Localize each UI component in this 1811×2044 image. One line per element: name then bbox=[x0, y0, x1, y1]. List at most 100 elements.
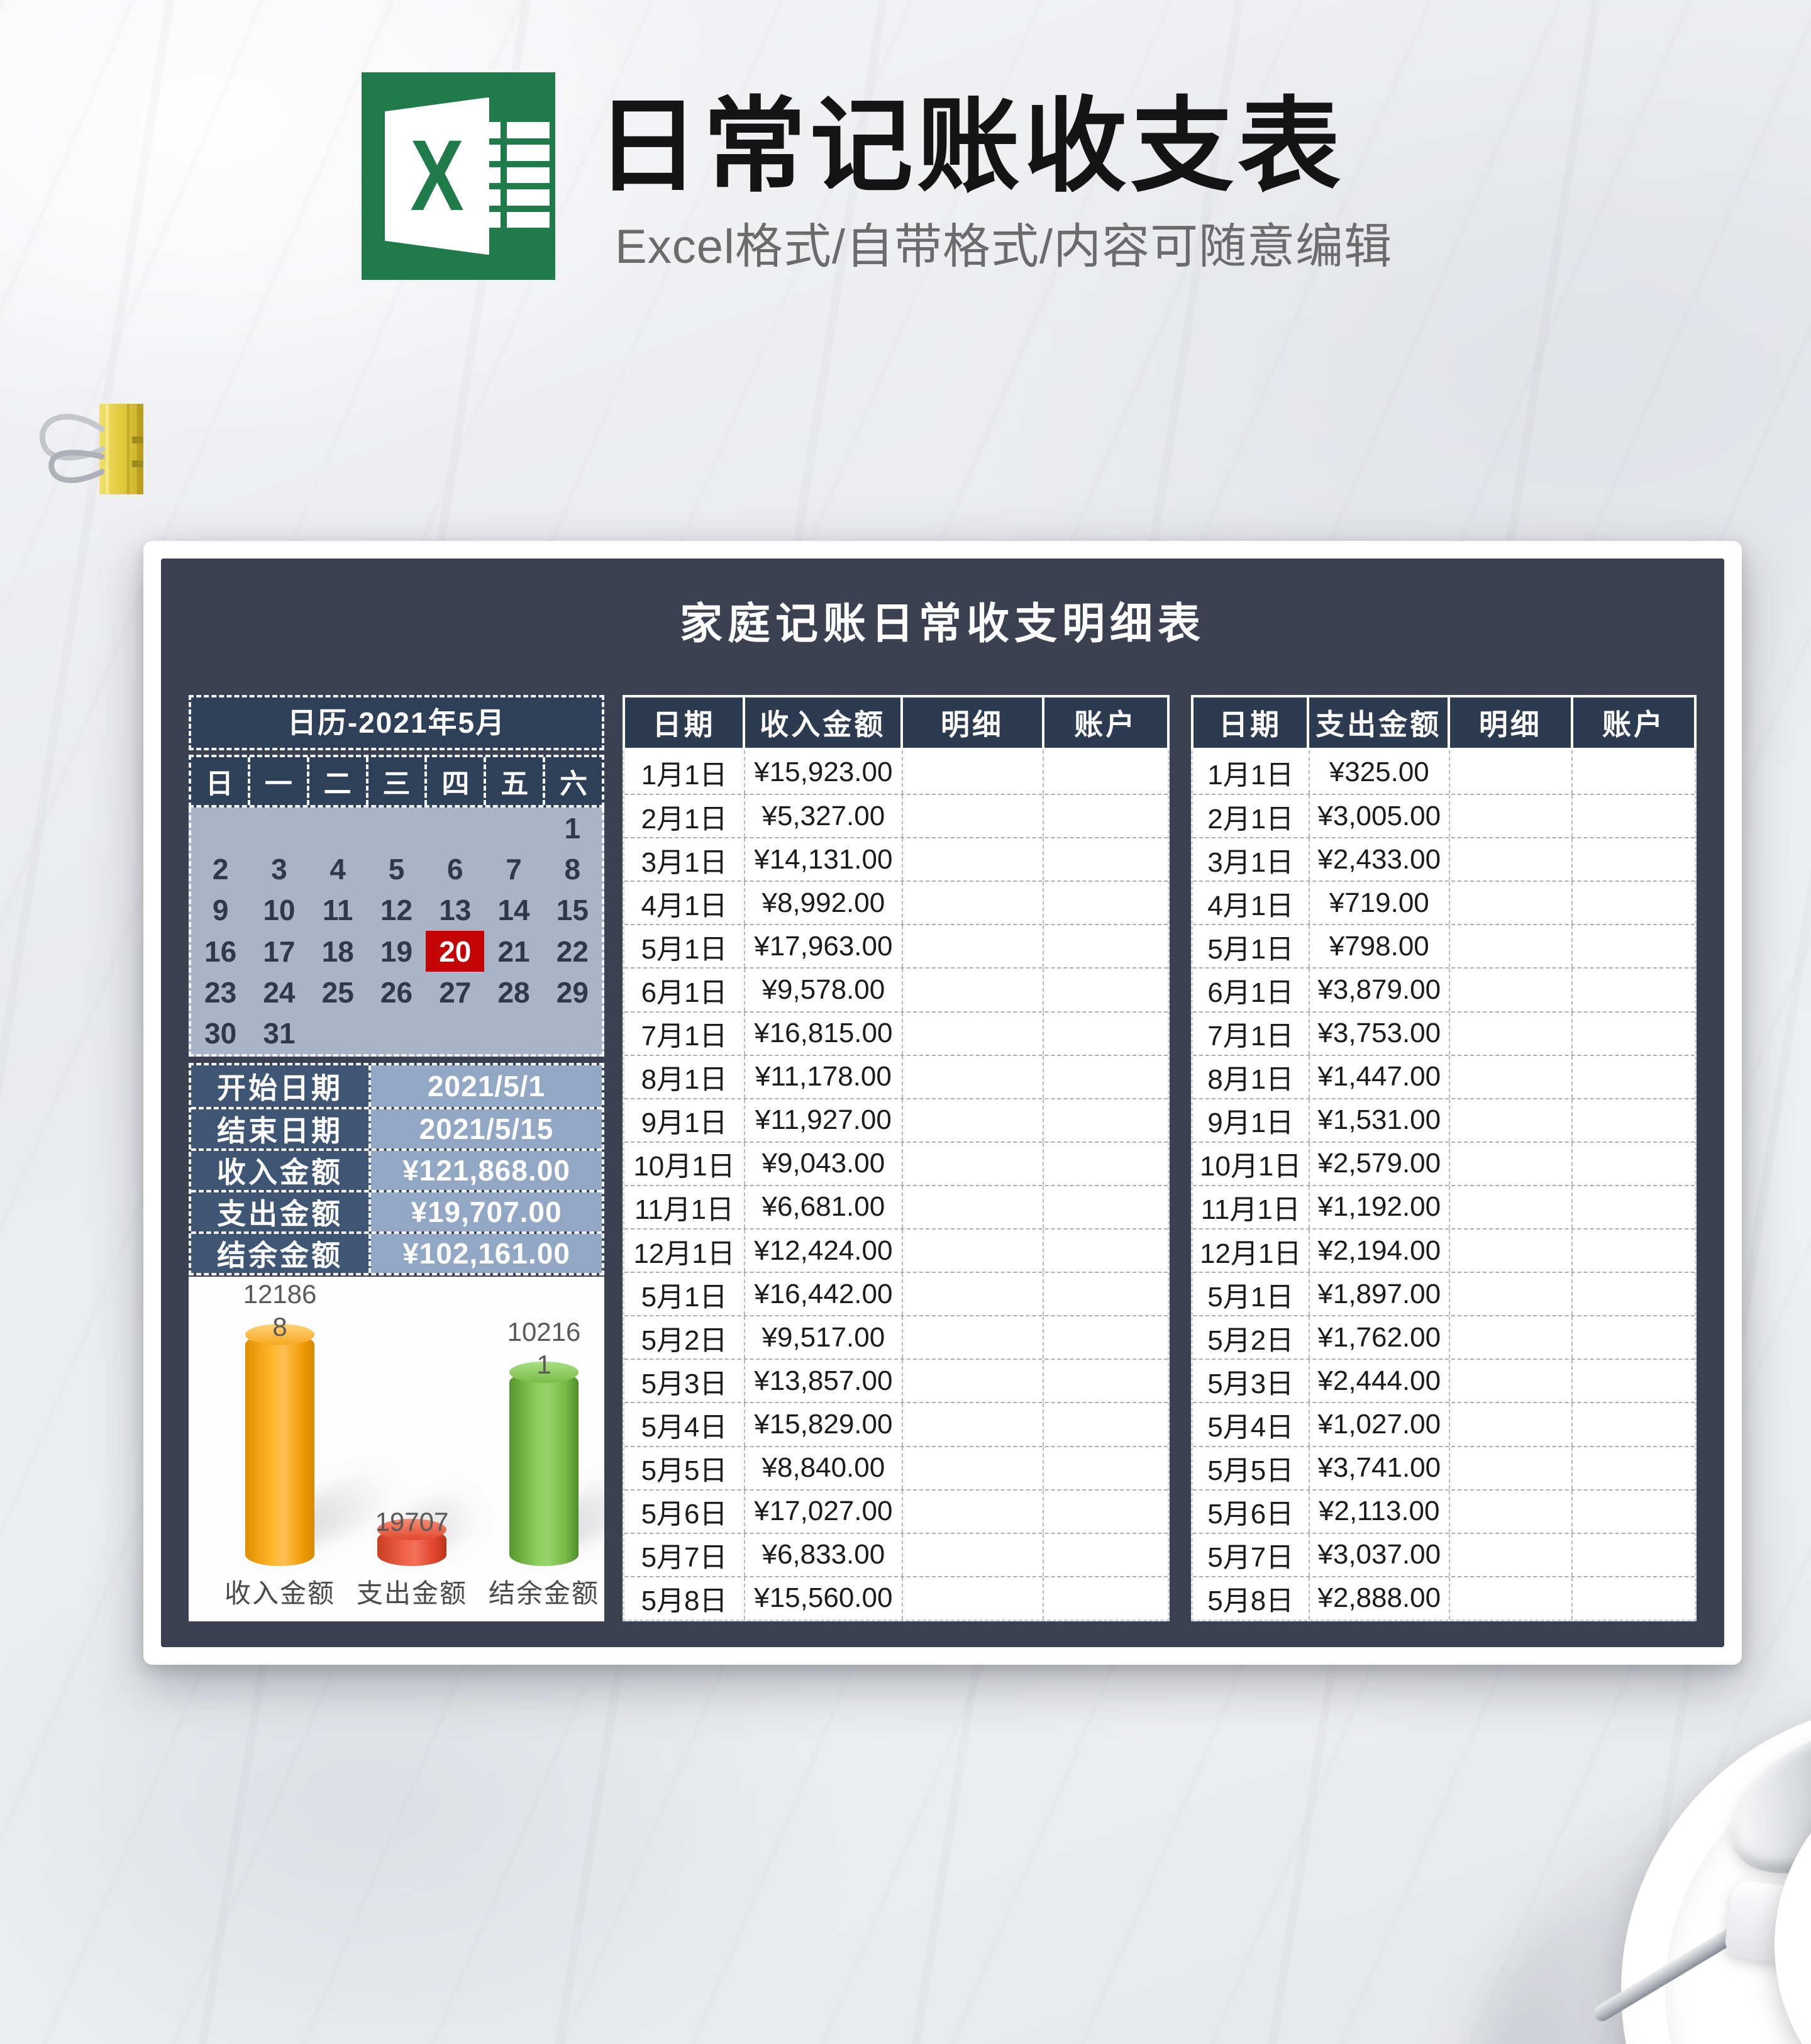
amount-cell[interactable]: ¥719.00 bbox=[1308, 882, 1449, 925]
calendar-day-8[interactable]: 8 bbox=[564, 852, 581, 886]
detail-cell[interactable] bbox=[1448, 1273, 1572, 1316]
calendar-day-12[interactable]: 12 bbox=[380, 894, 413, 927]
amount-cell[interactable]: ¥17,963.00 bbox=[744, 925, 902, 968]
account-cell[interactable] bbox=[1043, 1577, 1168, 1619]
calendar-day-3[interactable]: 3 bbox=[271, 852, 287, 886]
summary-value[interactable]: ¥121,868.00 bbox=[371, 1151, 602, 1190]
account-cell[interactable] bbox=[1043, 1142, 1168, 1185]
amount-cell[interactable]: ¥12,424.00 bbox=[744, 1230, 902, 1272]
account-cell[interactable] bbox=[1043, 1186, 1168, 1229]
detail-cell[interactable] bbox=[1448, 1577, 1572, 1619]
account-cell[interactable] bbox=[1043, 1230, 1168, 1272]
detail-cell[interactable] bbox=[1448, 1316, 1572, 1359]
date-cell[interactable]: 5月1日 bbox=[641, 1281, 728, 1313]
account-cell[interactable] bbox=[1571, 1360, 1695, 1402]
detail-cell[interactable] bbox=[1448, 1142, 1572, 1185]
calendar-day-11[interactable]: 11 bbox=[322, 894, 353, 927]
amount-cell[interactable]: ¥6,833.00 bbox=[744, 1533, 902, 1576]
amount-cell[interactable]: ¥17,027.00 bbox=[744, 1490, 902, 1533]
amount-cell[interactable]: ¥15,560.00 bbox=[744, 1577, 902, 1619]
date-cell[interactable]: 5月3日 bbox=[1207, 1368, 1294, 1399]
detail-cell[interactable] bbox=[901, 1360, 1043, 1402]
amount-cell[interactable]: ¥325.00 bbox=[1308, 750, 1449, 794]
account-cell[interactable] bbox=[1571, 1012, 1695, 1055]
account-cell[interactable] bbox=[1043, 1403, 1168, 1446]
date-cell[interactable]: 11月1日 bbox=[634, 1194, 734, 1226]
detail-cell[interactable] bbox=[901, 1447, 1043, 1489]
detail-cell[interactable] bbox=[1448, 1447, 1572, 1489]
date-cell[interactable]: 1月1日 bbox=[1207, 759, 1294, 791]
amount-cell[interactable]: ¥9,517.00 bbox=[744, 1316, 902, 1359]
calendar-day-23[interactable]: 23 bbox=[204, 975, 237, 1009]
calendar-day-18[interactable]: 18 bbox=[321, 935, 354, 968]
account-cell[interactable] bbox=[1571, 1403, 1695, 1446]
detail-cell[interactable] bbox=[1448, 1533, 1572, 1576]
date-cell[interactable]: 7月1日 bbox=[641, 1021, 728, 1052]
calendar-day-17[interactable]: 17 bbox=[263, 935, 296, 968]
date-cell[interactable]: 8月1日 bbox=[1207, 1064, 1294, 1096]
amount-cell[interactable]: ¥9,043.00 bbox=[744, 1142, 902, 1185]
account-cell[interactable] bbox=[1043, 1490, 1168, 1533]
date-cell[interactable]: 3月1日 bbox=[641, 847, 728, 878]
date-cell[interactable]: 5月2日 bbox=[641, 1325, 728, 1356]
detail-cell[interactable] bbox=[901, 1099, 1043, 1141]
amount-cell[interactable]: ¥13,857.00 bbox=[744, 1360, 902, 1402]
amount-cell[interactable]: ¥11,927.00 bbox=[744, 1099, 902, 1141]
date-cell[interactable]: 12月1日 bbox=[1200, 1238, 1302, 1269]
detail-cell[interactable] bbox=[901, 1316, 1043, 1359]
amount-cell[interactable]: ¥2,113.00 bbox=[1308, 1490, 1449, 1533]
account-cell[interactable] bbox=[1571, 1533, 1695, 1576]
amount-cell[interactable]: ¥2,888.00 bbox=[1308, 1577, 1449, 1619]
date-cell[interactable]: 5月8日 bbox=[641, 1586, 728, 1617]
date-cell[interactable]: 6月1日 bbox=[1207, 977, 1294, 1009]
account-cell[interactable] bbox=[1571, 1577, 1695, 1619]
date-cell[interactable]: 12月1日 bbox=[633, 1238, 735, 1269]
date-cell[interactable]: 3月1日 bbox=[1207, 847, 1294, 878]
amount-cell[interactable]: ¥1,447.00 bbox=[1308, 1055, 1449, 1098]
date-cell[interactable]: 6月1日 bbox=[641, 977, 728, 1009]
detail-cell[interactable] bbox=[901, 1230, 1043, 1272]
detail-cell[interactable] bbox=[1448, 1403, 1572, 1446]
amount-cell[interactable]: ¥15,829.00 bbox=[744, 1403, 902, 1446]
date-cell[interactable]: 5月8日 bbox=[1207, 1586, 1294, 1617]
date-cell[interactable]: 5月5日 bbox=[641, 1455, 728, 1487]
summary-value[interactable]: 2021/5/1 bbox=[371, 1065, 602, 1107]
date-cell[interactable]: 5月6日 bbox=[641, 1499, 728, 1530]
date-cell[interactable]: 9月1日 bbox=[1207, 1108, 1294, 1139]
calendar-day-21[interactable]: 21 bbox=[497, 935, 530, 968]
account-cell[interactable] bbox=[1571, 1490, 1695, 1533]
date-cell[interactable]: 5月1日 bbox=[641, 933, 728, 965]
date-cell[interactable]: 10月1日 bbox=[1200, 1151, 1302, 1182]
detail-cell[interactable] bbox=[901, 1533, 1043, 1576]
calendar-day-14[interactable]: 14 bbox=[497, 894, 530, 927]
detail-cell[interactable] bbox=[1448, 925, 1572, 968]
calendar-day-5[interactable]: 5 bbox=[388, 852, 405, 886]
date-cell[interactable]: 5月3日 bbox=[641, 1368, 728, 1399]
account-cell[interactable] bbox=[1043, 1447, 1168, 1489]
account-cell[interactable] bbox=[1043, 1533, 1168, 1576]
detail-cell[interactable] bbox=[1448, 1012, 1572, 1055]
calendar-day-25[interactable]: 25 bbox=[321, 975, 354, 1009]
date-cell[interactable]: 5月4日 bbox=[1207, 1411, 1294, 1443]
amount-cell[interactable]: ¥5,327.00 bbox=[744, 795, 902, 838]
amount-cell[interactable]: ¥8,992.00 bbox=[744, 882, 902, 925]
account-cell[interactable] bbox=[1571, 1273, 1695, 1316]
detail-cell[interactable] bbox=[901, 969, 1043, 1011]
detail-cell[interactable] bbox=[1448, 882, 1572, 925]
amount-cell[interactable]: ¥798.00 bbox=[1308, 925, 1449, 968]
amount-cell[interactable]: ¥8,840.00 bbox=[744, 1447, 902, 1489]
amount-cell[interactable]: ¥15,923.00 bbox=[744, 750, 902, 794]
calendar-day-2[interactable]: 2 bbox=[212, 852, 229, 886]
summary-value[interactable]: ¥19,707.00 bbox=[371, 1192, 602, 1231]
calendar-day-28[interactable]: 28 bbox=[497, 975, 530, 1009]
amount-cell[interactable]: ¥3,741.00 bbox=[1308, 1447, 1449, 1489]
account-cell[interactable] bbox=[1571, 1142, 1695, 1185]
account-cell[interactable] bbox=[1043, 838, 1168, 881]
detail-cell[interactable] bbox=[1448, 795, 1572, 838]
amount-cell[interactable]: ¥16,815.00 bbox=[744, 1012, 902, 1055]
date-cell[interactable]: 2月1日 bbox=[1207, 803, 1294, 835]
date-cell[interactable]: 8月1日 bbox=[641, 1064, 728, 1096]
detail-cell[interactable] bbox=[901, 1142, 1043, 1185]
account-cell[interactable] bbox=[1571, 1186, 1695, 1229]
calendar-day-15[interactable]: 15 bbox=[556, 894, 589, 927]
